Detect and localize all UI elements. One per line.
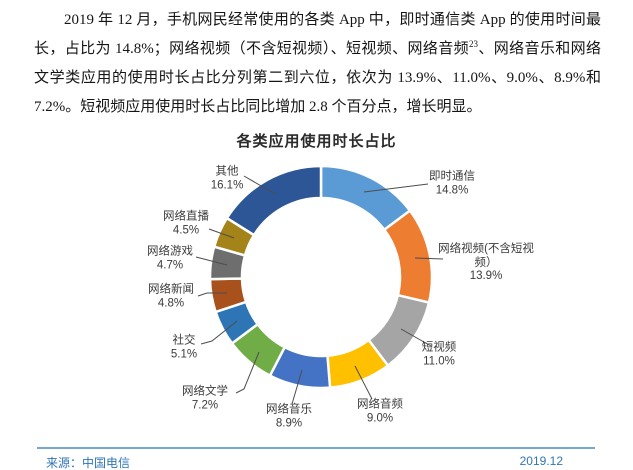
leader-line	[200, 320, 238, 345]
chart-label-value: 5.1%	[170, 348, 198, 360]
chart-label-category: 即时通信	[429, 170, 475, 183]
chart-label-category: 网络视频(不含短视频）	[438, 242, 534, 269]
leader-line	[363, 183, 429, 193]
leader-line	[195, 256, 228, 266]
donut-segment	[225, 164, 323, 237]
date-label: 2019.12	[519, 454, 563, 468]
leader-line	[354, 365, 373, 400]
leader-line	[235, 351, 260, 394]
chart-label: 即时通信 14.8%	[429, 171, 475, 198]
chart-label-value: 4.7%	[156, 259, 184, 271]
chart-label-category: 网络直播	[163, 210, 209, 223]
leader-line	[291, 369, 303, 405]
chart-label: 网络直播 4.5%	[163, 211, 209, 238]
chart-label-value: 14.8%	[435, 184, 469, 196]
leader-line	[197, 292, 227, 297]
leader-line	[208, 228, 235, 239]
chart-label: 网络游戏 4.7%	[147, 246, 193, 273]
donut-segment	[382, 208, 434, 305]
chart-label-category: 短视频	[421, 341, 457, 354]
footnote-reference: 23	[469, 39, 479, 49]
chart-label-category: 网络音频	[357, 398, 403, 411]
paragraph-text-2: 、网络音乐和网络文学类应用的使用时长占比分列第二到六位，依次为 13.9%、11…	[34, 41, 601, 115]
chart-label-value: 4.5%	[172, 224, 200, 236]
chart-label-category: 网络音乐	[266, 403, 312, 416]
chart-label-value: 7.2%	[191, 399, 219, 411]
chart-label-value: 4.8%	[157, 297, 185, 309]
chart-label: 网络文学 7.2%	[182, 386, 228, 413]
chart-label-category: 网络新闻	[148, 283, 194, 296]
chart-label-value: 13.9%	[469, 269, 503, 282]
leader-line	[414, 257, 444, 260]
paragraph-text-1: 2019 年 12 月，手机网民经常使用的各类 App 中，即时通信类 App …	[34, 12, 601, 57]
chart-label: 短视频 11.0%	[422, 342, 457, 369]
chart-label: 网络新闻 4.8%	[148, 284, 194, 311]
chart-label: 网络音乐 8.9%	[266, 404, 312, 431]
chart-label-value: 16.1%	[210, 179, 244, 191]
footer-divider	[37, 447, 595, 449]
body-paragraph: 2019 年 12 月，手机网民经常使用的各类 App 中，即时通信类 App …	[34, 6, 601, 122]
chart-label: 网络视频(不含短视频） 13.9%	[436, 243, 536, 284]
chart-label-value: 8.9%	[275, 417, 303, 429]
chart-label: 社交 5.1%	[171, 335, 197, 362]
chart-label-category: 其他	[215, 165, 239, 178]
chart-label-category: 社交	[172, 334, 196, 347]
chart-label: 其他 16.1%	[211, 166, 244, 193]
chart-title: 各类应用使用时长占比	[236, 133, 397, 150]
chart-label-category: 网络游戏	[147, 245, 193, 258]
leader-line	[243, 175, 276, 195]
chart-label-value: 11.0%	[423, 355, 455, 367]
leader-line	[400, 328, 432, 347]
chart-label-value: 9.0%	[366, 412, 394, 424]
chart-label-category: 网络文学	[182, 385, 228, 398]
chart-label: 网络音频 9.0%	[357, 399, 403, 426]
source-label: 来源：中国电信	[46, 456, 131, 470]
